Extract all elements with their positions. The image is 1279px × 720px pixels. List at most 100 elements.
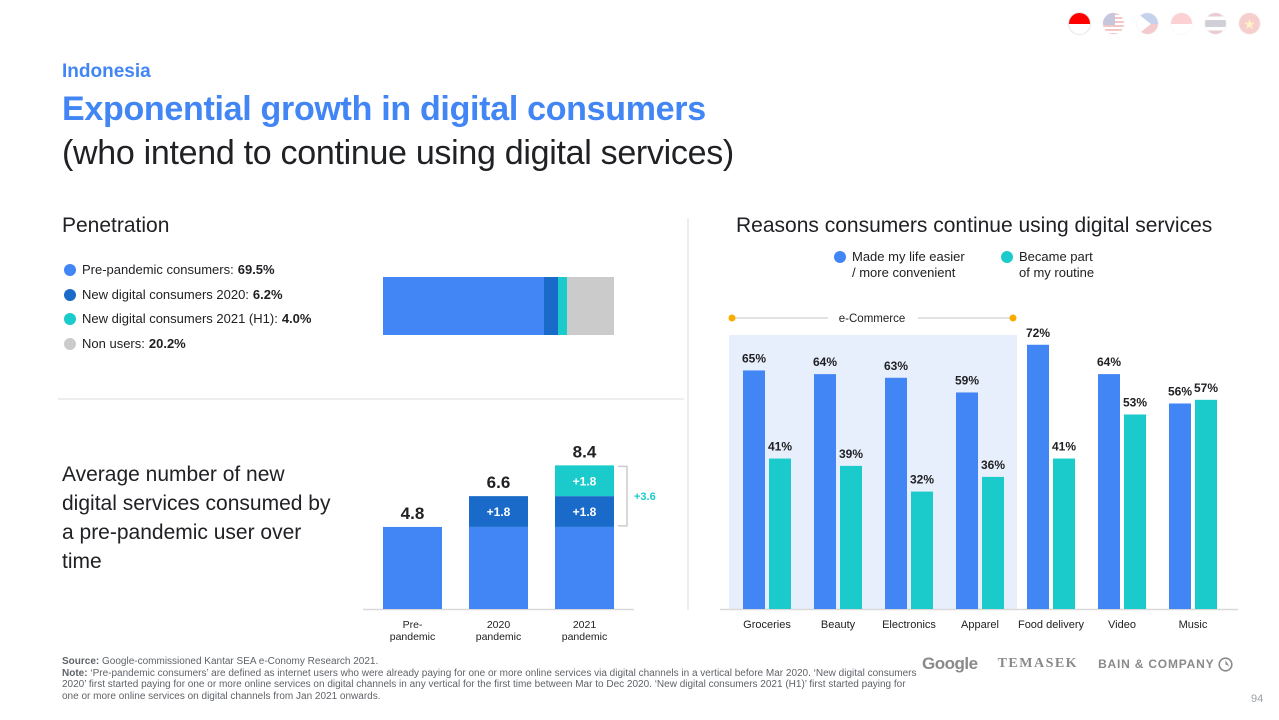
right-bar-value-label: 63% <box>884 359 908 373</box>
penetration-legend-item: Non users: 20.2% <box>64 332 311 357</box>
left-bar-segment <box>555 465 614 497</box>
right-category-label: Video <box>1108 619 1136 631</box>
flag-malaysia-icon[interactable] <box>1102 12 1125 35</box>
right-bar <box>1053 458 1075 609</box>
legend-dot-teal-icon <box>1001 251 1013 263</box>
right-bar-value-label: 32% <box>910 473 934 487</box>
bain-logo-text: BAIN & COMPANY <box>1098 657 1215 671</box>
partner-logos: Google TEMASEK BAIN & COMPANY <box>922 654 1233 674</box>
right-bar-value-label: 41% <box>1052 440 1076 454</box>
left-bar-segment <box>469 526 528 609</box>
flag-vietnam-icon[interactable]: ★ <box>1238 12 1261 35</box>
legend-label: Non users: <box>82 335 145 351</box>
penetration-segment-4 <box>567 277 614 335</box>
left-category-label: 2020 <box>487 619 511 631</box>
flag-philippines-icon[interactable] <box>1136 12 1159 35</box>
legend-dot-icon <box>64 288 76 301</box>
increase-bracket <box>618 465 628 527</box>
right-bar <box>769 458 791 609</box>
note-text: ‘Pre-pandemic consumers’ are defined as … <box>62 667 917 702</box>
right-bar <box>1195 399 1217 609</box>
section-divider <box>58 398 684 400</box>
legend-label: Pre-pandemic consumers: <box>82 262 234 277</box>
right-bar-value-label: 53% <box>1123 395 1147 409</box>
left-category-label: pandemic <box>390 631 436 643</box>
right-bar-value-label: 56% <box>1168 384 1192 398</box>
legend-label: New digital consumers 2021 (H1): <box>82 311 278 326</box>
legend-item-routine: Became part of my routine <box>1001 249 1094 281</box>
right-category-label: Groceries <box>743 619 791 631</box>
penetration-legend: Pre-pandemic consumers: 69.5% New digital … <box>64 258 311 356</box>
right-category-label: Beauty <box>821 619 856 631</box>
left-category-label: pandemic <box>562 631 608 643</box>
right-bar <box>911 491 933 609</box>
legend-label: New digital consumers 2020: <box>82 286 249 302</box>
left-bar-total-label: 6.6 <box>487 473 511 492</box>
right-bar <box>1124 414 1146 609</box>
flag-thailand-icon[interactable] <box>1204 12 1227 35</box>
right-bar <box>1098 374 1120 609</box>
penetration-segment-1 <box>383 277 544 335</box>
flag-singapore-icon[interactable] <box>1170 12 1193 35</box>
penetration-segment-3 <box>558 277 568 335</box>
bain-logo: BAIN & COMPANY <box>1098 656 1233 672</box>
country-label: Indonesia <box>62 61 151 82</box>
right-bar-value-label: 64% <box>813 355 837 369</box>
temasek-logo: TEMASEK <box>997 656 1079 671</box>
right-bar <box>982 476 1004 609</box>
page-number: 94 <box>1251 693 1264 705</box>
left-category-label: Pre- <box>403 619 423 631</box>
left-bar-segment <box>555 496 614 527</box>
country-selector: ★ <box>1068 12 1261 35</box>
page-title: Exponential growth in digital consumers <box>62 90 706 128</box>
right-bar <box>814 374 836 609</box>
left-bar-segment-label: +1.8 <box>487 505 511 519</box>
right-bar-value-label: 65% <box>742 351 766 365</box>
right-bar-value-label: 57% <box>1194 381 1218 395</box>
ecommerce-group-label: e-Commerce <box>839 313 905 325</box>
right-category-label: Electronics <box>882 619 936 631</box>
legend-value: 4.0% <box>281 311 312 326</box>
legend-label-line2: / more convenient <box>852 265 956 280</box>
page-subtitle: (who intend to continue using digital se… <box>62 134 734 172</box>
right-bar-value-label: 39% <box>839 447 863 461</box>
right-bar-value-label: 64% <box>1097 355 1121 369</box>
penetration-legend-item: New digital consumers 2020: 6.2% <box>64 283 311 308</box>
left-bar-segment-label: +1.8 <box>573 505 597 519</box>
penetration-legend-item: Pre-pandemic consumers: 69.5% <box>64 258 311 283</box>
bain-clock-icon <box>1218 656 1233 672</box>
left-category-label: 2021 <box>573 619 597 631</box>
right-category-label: Apparel <box>961 619 999 631</box>
left-bar-segment <box>555 526 614 609</box>
left-bar-segment <box>469 496 528 527</box>
right-bar-value-label: 41% <box>768 440 792 454</box>
right-bar-value-label: 36% <box>981 458 1005 472</box>
left-bar-total-label: 8.4 <box>573 442 597 461</box>
legend-value: 69.5% <box>237 262 275 277</box>
flag-indonesia-icon[interactable] <box>1068 12 1091 35</box>
penetration-heading: Penetration <box>62 214 170 237</box>
right-bar <box>840 465 862 609</box>
legend-label-line1: Made my life easier <box>852 249 965 264</box>
legend-value: 6.2% <box>252 286 283 302</box>
right-bar <box>1027 344 1049 609</box>
left-bar-total-label: 4.8 <box>401 504 425 523</box>
penetration-legend-item: New digital consumers 2021 (H1): 4.0% <box>64 307 311 332</box>
google-logo: Google <box>922 654 978 673</box>
left-bar-segment <box>383 526 442 609</box>
legend-dot-icon <box>64 337 76 350</box>
legend-value: 20.2% <box>148 335 186 351</box>
left-category-label: pandemic <box>476 631 522 643</box>
reasons-heading: Reasons consumers continue using digital… <box>736 214 1213 237</box>
source-text: Google-commissioned Kantar SEA e-Conomy … <box>102 656 379 667</box>
right-bar-value-label: 59% <box>955 373 979 387</box>
ecommerce-bracket-dot-right-icon <box>1009 314 1017 322</box>
right-category-label: Music <box>1179 619 1208 631</box>
right-category-label: Food delivery <box>1018 619 1085 631</box>
footnote: Source: Google-commissioned Kantar SEA e… <box>62 656 922 702</box>
note-label: Note: <box>62 667 88 679</box>
legend-dot-icon <box>64 313 76 326</box>
right-bar-value-label: 72% <box>1026 326 1050 340</box>
legend-label-line2: of my routine <box>1019 265 1095 280</box>
